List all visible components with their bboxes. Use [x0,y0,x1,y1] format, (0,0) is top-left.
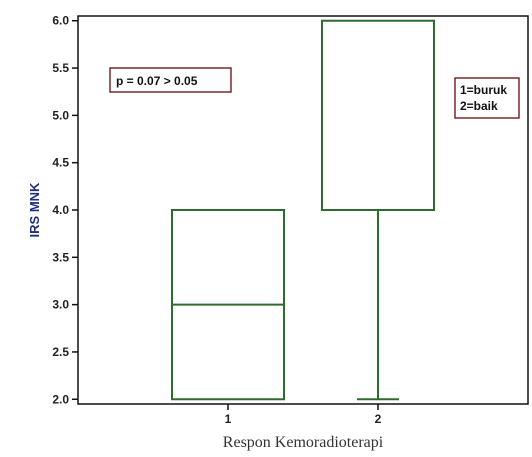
y-tick-label: 2.5 [52,345,69,359]
box-1 [171,209,285,401]
y-tick-label: 5.0 [52,108,69,122]
box-series [171,19,435,401]
x-tick-label: 2 [375,412,382,426]
y-tick-label: 4.5 [52,156,69,170]
y-tick-label: 2.0 [52,392,69,406]
pvalue-annotation-text: p = 0.07 > 0.05 [116,74,198,88]
legend-item-1: 1=buruk [460,83,507,97]
category-legend: 1=buruk 2=baik [454,77,520,119]
box-rect [321,19,435,212]
legend-item-2: 2=baik [460,99,498,113]
y-tick-label: 3.0 [52,298,69,312]
y-tick-label: 6.0 [52,14,69,28]
y-tick-label: 4.0 [52,203,69,217]
y-tick-label: 3.5 [52,250,69,264]
x-tick-label: 1 [225,412,232,426]
box-2 [321,19,435,401]
y-tick-label: 5.5 [52,61,69,75]
y-axis: 2.0 2.5 3.0 3.5 4.0 4.5 5.0 5.5 6.0 [52,14,78,406]
y-axis-label: IRS MNK [27,182,42,238]
pvalue-annotation-box [109,67,232,93]
category-legend-box [454,77,520,119]
x-axis-label: Respon Kemoradioterapi [223,434,384,451]
pvalue-annotation: p = 0.07 > 0.05 [109,67,232,93]
